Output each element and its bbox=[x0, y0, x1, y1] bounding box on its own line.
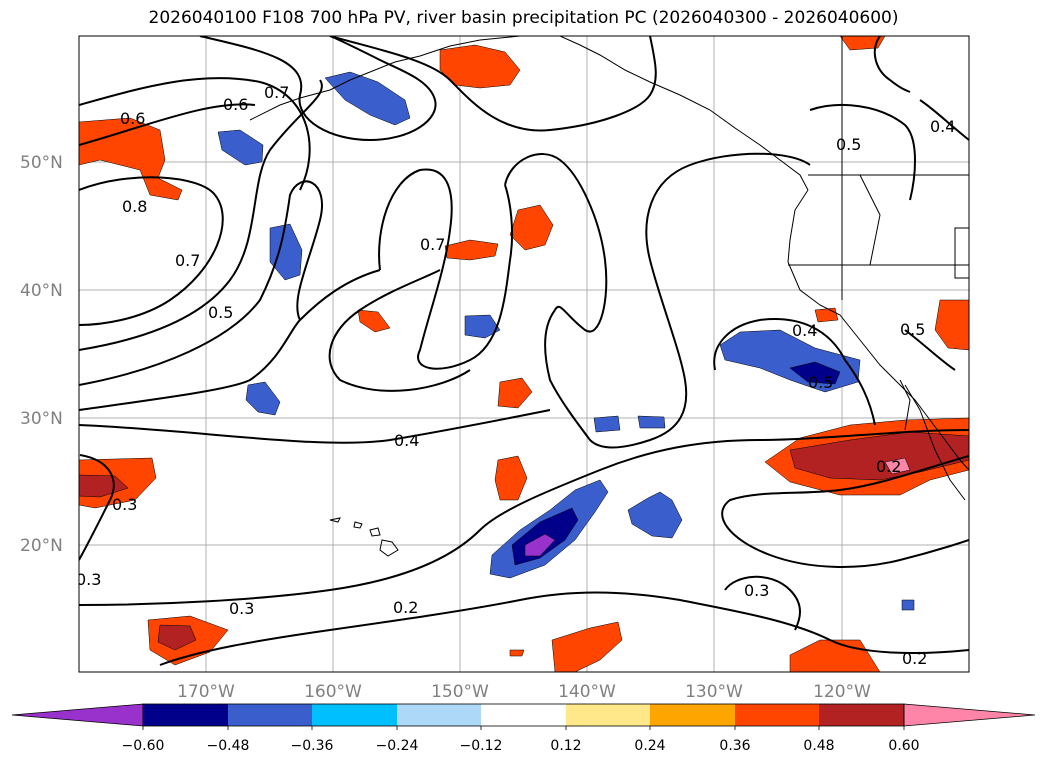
colorbar-tick-label: 0.12 bbox=[550, 738, 581, 754]
contour-label: 0.3 bbox=[229, 599, 254, 618]
colorbar-extend-min bbox=[11, 703, 144, 727]
lat-label: 50°N bbox=[20, 153, 63, 173]
contour-label: 0.6 bbox=[223, 95, 248, 114]
colorbar-segment bbox=[566, 704, 650, 726]
negative-anomaly-patch bbox=[217, 129, 264, 166]
contour-label: 0.3 bbox=[744, 581, 769, 600]
positive-anomaly-patch bbox=[444, 239, 499, 261]
contour-label: 0.5 bbox=[208, 303, 233, 322]
negative-anomaly-patch bbox=[245, 381, 281, 416]
positive-anomaly-patch bbox=[494, 455, 528, 501]
hawaiian-islands bbox=[329, 517, 399, 557]
strong-negative-patch bbox=[789, 361, 841, 385]
colorbar-outline bbox=[142, 703, 905, 727]
contour-label: 0.3 bbox=[112, 495, 137, 514]
negative-anomaly-patch bbox=[324, 71, 411, 126]
coastlines bbox=[249, 36, 969, 501]
colorbar-segment bbox=[397, 704, 481, 726]
lon-label: 150°W bbox=[431, 682, 489, 702]
contour-label: 0.7 bbox=[264, 83, 289, 102]
negative-anomaly-patch bbox=[901, 599, 915, 611]
negative-anomaly-patch bbox=[719, 329, 861, 393]
lon-label: 170°W bbox=[177, 682, 235, 702]
negative-anomaly-patch bbox=[637, 415, 666, 429]
lon-label: 160°W bbox=[304, 682, 362, 702]
contour-label: 0.2 bbox=[902, 649, 927, 668]
contour-labels: 0.6 0.6 0.7 0.8 0.7 0.5 0.7 0.5 0.4 0.4 … bbox=[76, 83, 955, 668]
colorbar: −0.60 −0.48 −0.36 −0.24 −0.12 0.12 0.24 … bbox=[11, 703, 1036, 754]
contour-label: 0.2 bbox=[393, 598, 418, 617]
lon-label: 140°W bbox=[558, 682, 616, 702]
positive-anomaly-patch bbox=[79, 117, 183, 201]
lat-label: 30°N bbox=[20, 409, 63, 429]
contour-label: 0.5 bbox=[808, 373, 833, 392]
latitude-labels: 50°N 40°N 30°N 20°N bbox=[20, 153, 63, 556]
contour-label: 0.2 bbox=[876, 457, 901, 476]
positive-anomaly-patch bbox=[357, 309, 391, 333]
contour-label: 0.4 bbox=[394, 431, 419, 450]
colorbar-segment bbox=[143, 704, 228, 726]
positive-anomaly-patch bbox=[509, 204, 554, 251]
positive-anomaly-patch bbox=[551, 621, 623, 672]
contour-label: 0.7 bbox=[175, 251, 200, 270]
lon-label: 130°W bbox=[685, 682, 743, 702]
positive-anomaly-patch bbox=[789, 639, 881, 672]
colorbar-segment bbox=[481, 704, 566, 726]
longitude-labels: 170°W 160°W 150°W 140°W 130°W 120°W bbox=[177, 682, 871, 702]
positive-anomaly-patch bbox=[839, 36, 886, 51]
negative-anomaly-patch bbox=[464, 314, 501, 339]
contour-label: 0.3 bbox=[76, 570, 101, 589]
contour-label: 0.8 bbox=[122, 197, 147, 216]
pv-contours bbox=[79, 36, 969, 666]
colorbar-segment bbox=[312, 704, 397, 726]
peak-negative-patch bbox=[524, 533, 556, 557]
colorbar-tick-label: −0.48 bbox=[207, 738, 250, 754]
colorbar-tick-label: 0.24 bbox=[634, 738, 665, 754]
colorbar-tick-label: −0.36 bbox=[291, 738, 334, 754]
colorbar-segment bbox=[228, 704, 312, 726]
map-title: 2026040100 F108 700 hPa PV, river basin … bbox=[148, 8, 899, 28]
negative-anomaly-patch bbox=[627, 491, 683, 539]
colorbar-segment bbox=[735, 704, 819, 726]
positive-anomaly-patch bbox=[497, 377, 533, 409]
strong-positive-patch bbox=[157, 624, 197, 651]
colorbar-tick-label: −0.24 bbox=[376, 738, 419, 754]
contour-label: 0.7 bbox=[420, 235, 445, 254]
positive-anomaly-patch bbox=[814, 307, 839, 323]
positive-anomaly-patch bbox=[934, 299, 969, 351]
colorbar-segment bbox=[650, 704, 735, 726]
contour-label: 0.4 bbox=[930, 117, 955, 136]
lat-label: 20°N bbox=[20, 536, 63, 556]
colorbar-tick-label: 0.60 bbox=[888, 738, 919, 754]
colorbar-extend-max bbox=[903, 703, 1036, 727]
contour-label: 0.6 bbox=[120, 109, 145, 128]
contour-label: 0.5 bbox=[836, 135, 861, 154]
strong-positive-patch bbox=[789, 431, 969, 481]
positive-anomaly-patch bbox=[509, 649, 525, 657]
lon-label: 120°W bbox=[813, 682, 871, 702]
strong-positive-patch bbox=[79, 474, 129, 498]
colorbar-tick-label: −0.12 bbox=[460, 738, 503, 754]
contour-label: 0.5 bbox=[900, 320, 925, 339]
contour-label: 0.4 bbox=[792, 321, 817, 340]
negative-anomaly-patch bbox=[593, 415, 621, 433]
lat-label: 40°N bbox=[20, 281, 63, 301]
colorbar-tick-label: 0.48 bbox=[803, 738, 834, 754]
peak-positive-patch bbox=[884, 457, 911, 475]
precip-anomaly-fills bbox=[79, 36, 969, 672]
map-frame bbox=[78, 35, 970, 673]
colorbar-tick-label: 0.36 bbox=[719, 738, 750, 754]
colorbar-tick-label: −0.60 bbox=[122, 738, 165, 754]
colorbar-segment bbox=[819, 704, 904, 726]
negative-anomaly-patch bbox=[269, 223, 303, 281]
